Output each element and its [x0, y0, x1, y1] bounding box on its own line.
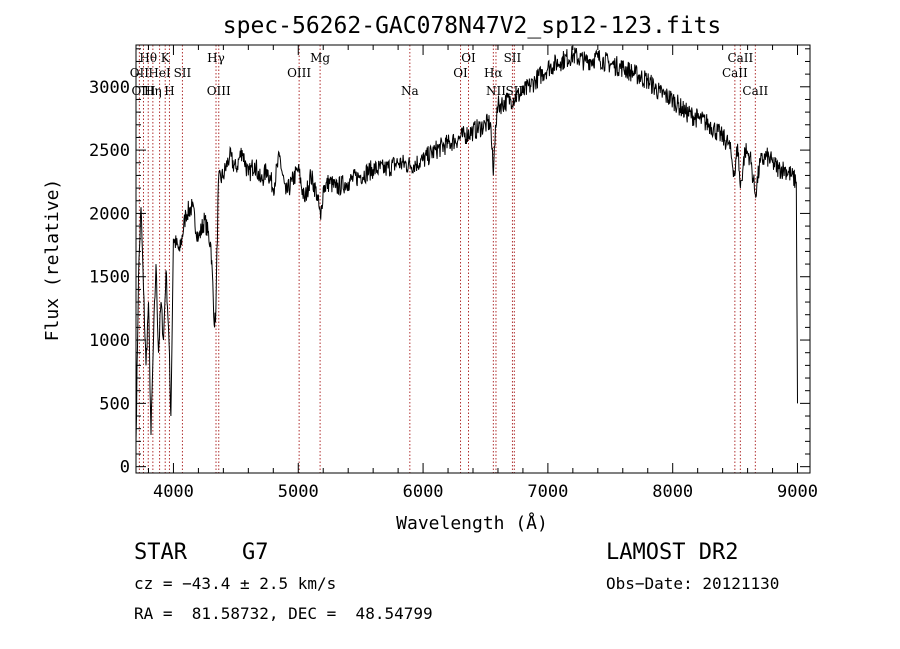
line-label-21: CaII [742, 84, 768, 98]
line-label-20: CaII [727, 51, 753, 65]
x-tick-label-4: 8000 [652, 482, 693, 502]
x-tick-label-0: 4000 [153, 482, 194, 502]
survey-name: LAMOST DR2 [606, 540, 739, 565]
line-label-15: Hα [484, 66, 503, 80]
x-tick-label-5: 9000 [777, 482, 818, 502]
y-tick-label-1: 500 [99, 394, 130, 414]
x-tick-label-1: 5000 [278, 482, 319, 502]
object-class: STAR [134, 540, 187, 565]
y-tick-label-3: 1500 [89, 268, 130, 288]
line-label-9: OIII [207, 84, 231, 98]
line-label-11: Mg [310, 51, 330, 65]
x-axis-label: Wavelength (Å) [396, 512, 548, 534]
y-axis-label: Flux (relative) [42, 179, 63, 342]
coordinates: RA = 81.58732, DEC = 48.54799 [134, 604, 433, 623]
y-tick-label-2: 1000 [89, 331, 130, 351]
redshift-cz: cz = −43.4 ± 2.5 km/s [134, 574, 337, 593]
line-label-1: OII [130, 66, 150, 80]
line-label-19: CaII [722, 66, 748, 80]
y-tick-label-0: 0 [120, 458, 130, 478]
observation-date: Obs−Date: 20121130 [606, 574, 780, 593]
line-label-13: OI [453, 66, 468, 80]
y-axis-ticks: 0 500 1000 1500 2000 2500 3000 [89, 48, 810, 478]
plot-frame [135, 44, 811, 474]
line-label-7: SII [174, 66, 192, 80]
x-tick-label-3: 7000 [527, 482, 568, 502]
object-subclass: G7 [242, 540, 269, 565]
line-label-5: K [161, 51, 171, 65]
y-tick-label-6: 3000 [89, 78, 130, 98]
line-label-17: SII [504, 51, 522, 65]
line-label-14: OI [461, 51, 476, 65]
line-label-3: OIII [131, 84, 155, 98]
y-tick-label-5: 2500 [89, 141, 130, 161]
line-label-10: OIII [287, 66, 311, 80]
chart-title: spec-56262-GAC078N47V2_sp12-123.fits [223, 13, 722, 39]
line-label-6: H [164, 84, 174, 98]
line-label-0: Hθ [139, 51, 157, 65]
x-axis-ticks: 4000 5000 6000 7000 8000 9000 [147, 45, 818, 502]
line-label-8: Hγ [207, 51, 225, 65]
y-tick-label-4: 2000 [89, 204, 130, 224]
line-label-2: HeI [148, 66, 171, 80]
emission-line-markers [138, 45, 756, 473]
spectrum-line [135, 46, 798, 442]
line-label-12: Na [401, 84, 419, 98]
x-tick-label-2: 6000 [403, 482, 444, 502]
line-label-16: NII [486, 84, 506, 98]
line-label-4: Hη [144, 84, 162, 98]
